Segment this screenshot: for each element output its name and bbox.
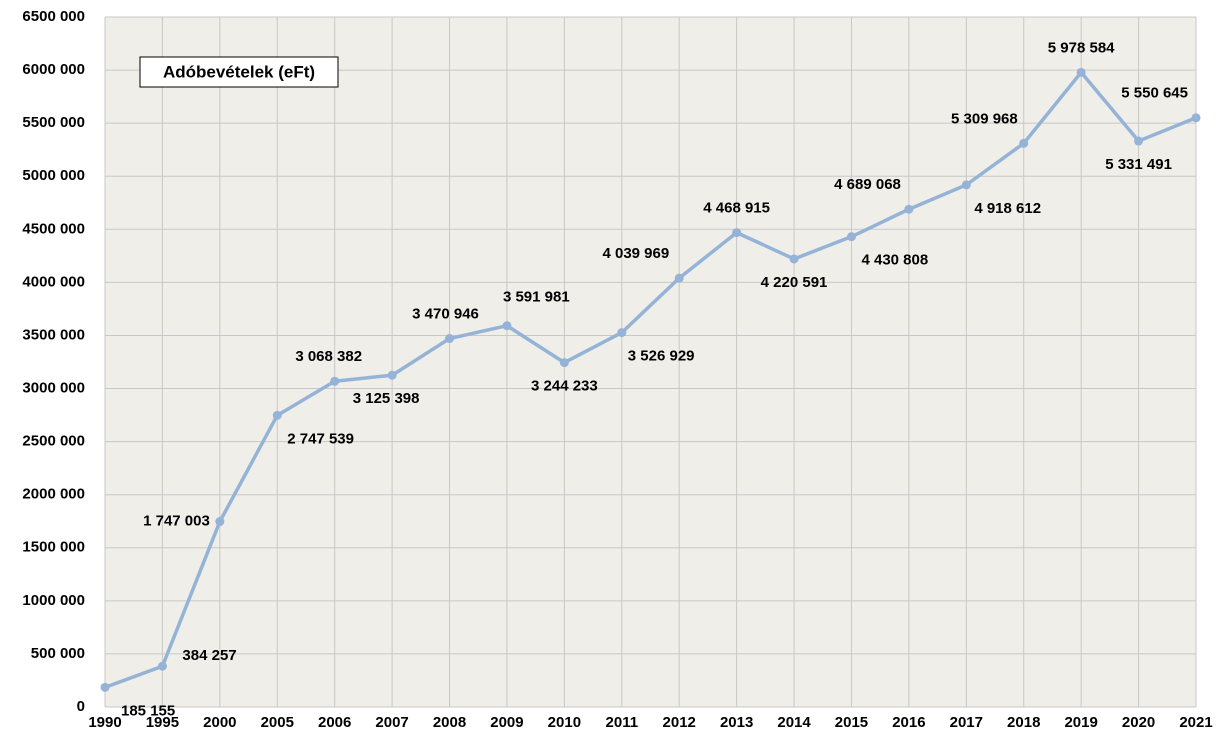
data-label: 4 689 068 [834,176,901,193]
x-tick-label: 2020 [1122,714,1155,731]
x-tick-label: 2000 [203,714,236,731]
y-tick-label: 4000 000 [22,273,85,290]
data-label: 4 430 808 [861,252,928,269]
y-tick-label: 1000 000 [22,592,85,609]
data-label: 3 244 233 [531,378,598,395]
x-tick-label: 2017 [950,714,983,731]
point [272,410,282,420]
x-tick-label: 1990 [88,714,121,731]
x-tick-label: 2005 [261,714,294,731]
data-label: 4 918 612 [974,200,1041,217]
data-label: 5 331 491 [1105,156,1172,173]
point [674,273,684,283]
line [104,70,1197,689]
marks: 185 155 384 257 1 747 003 2 747 539 3 068 38… [100,39,1201,719]
x-tick-label: 2021 [1179,714,1212,731]
y-tick-label: 6000 000 [22,61,85,78]
x-tick-label: 2014 [777,714,811,731]
x-tick-label: 2010 [548,714,581,731]
y-tick-label: 2000 000 [22,486,85,503]
x-tick-label: 2013 [720,714,753,731]
data-label: 5 309 968 [951,110,1018,127]
x-tick-label: 1995 [146,714,179,731]
data-label: 3 068 382 [295,348,362,365]
point [502,321,512,331]
data-label: 4 220 591 [761,274,828,291]
x-tick-label: 2018 [1007,714,1040,731]
data-label: 5 978 584 [1048,39,1115,56]
x-tick-label: 2019 [1064,714,1097,731]
point [1134,136,1144,146]
data-label: 3 591 981 [503,289,570,306]
point [846,232,856,242]
data-label: 3 526 929 [628,348,695,365]
y-tick-label: 5000 000 [22,167,85,184]
y-tick-label: 500 000 [31,645,85,662]
plot-area [105,17,1196,707]
x-tick-label: 2006 [318,714,351,731]
x-tick-label: 2009 [490,714,523,731]
point [330,376,340,386]
y-tick-label: 0 [77,698,85,715]
point [1019,138,1029,148]
point [617,328,627,338]
point [215,517,225,527]
data-label: 2 747 539 [287,430,354,447]
point [732,228,742,238]
x-tick-label: 2007 [375,714,408,731]
x-tick-label: 2011 [606,714,639,731]
data-label: 4 039 969 [602,245,669,262]
point [445,334,455,344]
x-tick-label: 2015 [835,714,868,731]
chart-title: Adóbevételek (eFt) [163,62,315,81]
y-tick-label: 3500 000 [22,326,85,343]
y-tick-label: 1500 000 [22,539,85,556]
x-tick-label: 2008 [433,714,466,731]
point [961,180,971,190]
data-label: 4 468 915 [703,200,770,217]
y-tick-label: 3000 000 [22,380,85,397]
point [559,358,569,368]
point [387,370,397,380]
grid [104,16,1197,708]
point [157,661,167,671]
point [1191,113,1201,123]
data-label: 384 257 [182,647,236,664]
y-tick-label: 6500 000 [22,8,85,25]
data-label: 5 550 645 [1121,85,1188,102]
point [789,254,799,264]
data-label: 185 155 [121,702,175,719]
point [1076,67,1086,77]
data-label: 3 470 946 [412,306,479,323]
y-tick-label: 4500 000 [22,220,85,237]
data-label: 3 125 398 [353,390,420,407]
title-box [139,56,339,88]
x-tick-label: 2012 [663,714,696,731]
point [100,682,110,692]
y-tick-label: 5500 000 [22,114,85,131]
data-label: 1 747 003 [143,513,210,530]
y-tick-label: 2500 000 [22,433,85,450]
point [904,204,914,214]
x-tick-label: 2016 [892,714,925,731]
